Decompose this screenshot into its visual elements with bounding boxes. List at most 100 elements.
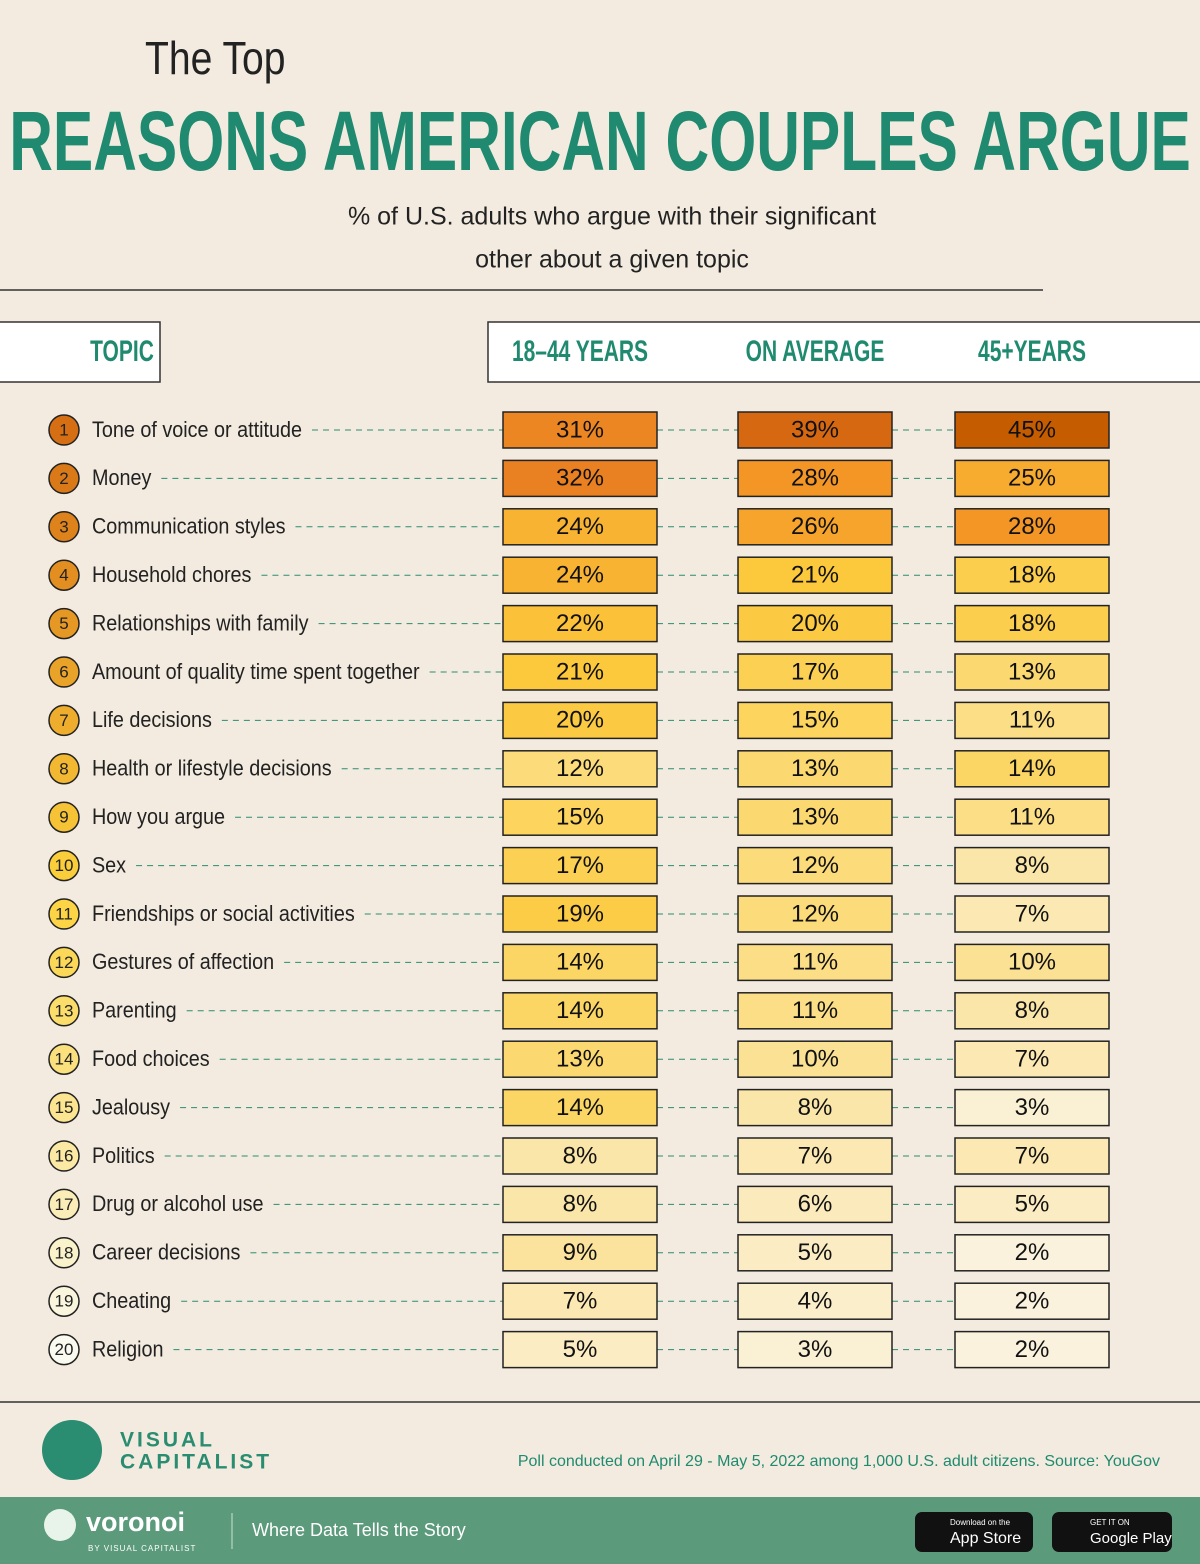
value-label: 26% — [791, 513, 839, 540]
source: Poll conducted on April 29 - May 5, 2022… — [518, 1453, 1160, 1470]
value-label: 10% — [1008, 949, 1056, 976]
rank: 15 — [55, 1098, 74, 1117]
value-cell — [954, 798, 1110, 836]
rank-badge — [48, 849, 80, 882]
title-small: The Top — [145, 33, 286, 85]
value-cell — [954, 750, 1110, 788]
tagline: Where Data Tells the Story — [252, 1520, 466, 1540]
value-label: 13% — [791, 755, 839, 782]
rank: 5 — [59, 614, 68, 633]
google-play-button[interactable] — [1052, 1512, 1172, 1552]
value-cell — [502, 895, 658, 933]
value-label: 22% — [556, 610, 604, 637]
value-label: 6% — [798, 1191, 833, 1218]
value-label: 18% — [1008, 562, 1056, 589]
value-label: 15% — [791, 707, 839, 734]
header-box — [0, 321, 161, 383]
topic: Gestures of affection — [92, 950, 274, 974]
value-label: 7% — [1015, 1046, 1050, 1073]
value-cell — [737, 895, 893, 933]
value-label: 5% — [1015, 1191, 1050, 1218]
rank-badge — [48, 704, 80, 737]
value-label: 24% — [556, 562, 604, 589]
value-cell — [954, 701, 1110, 740]
value-label: 7% — [563, 1288, 598, 1315]
topic: Health or lifestyle decisions — [92, 757, 332, 781]
value-label: 8% — [798, 1094, 833, 1121]
value-label: 25% — [1008, 465, 1056, 492]
value-cell — [954, 1234, 1110, 1272]
value-cell — [502, 943, 658, 982]
value-cell — [502, 653, 658, 691]
column-header: 45+YEARS — [978, 335, 1086, 367]
value-label: 17% — [556, 852, 604, 879]
value-label: 11% — [792, 997, 838, 1024]
rank: 10 — [55, 856, 74, 875]
value-cell — [737, 846, 893, 885]
logo-text: VISUAL — [120, 1429, 215, 1452]
value-label: 14% — [556, 949, 604, 976]
value-label: 21% — [556, 658, 604, 685]
topic: Communication styles — [92, 515, 285, 539]
value-cell — [737, 1088, 893, 1127]
topic: Drug or alcohol use — [92, 1192, 264, 1216]
table-body: 1 Tone of voice or attitude 31% 39% 45%2 Mone… — [48, 411, 1110, 1369]
value-cell — [737, 1234, 893, 1272]
value-label: 32% — [556, 465, 604, 492]
value-cell — [502, 701, 658, 740]
logo-mark — [42, 1420, 102, 1480]
value-cell — [954, 653, 1110, 691]
value-label: 5% — [798, 1239, 833, 1266]
topic: Parenting — [92, 999, 177, 1023]
value-cell — [737, 1137, 893, 1175]
value-cell — [954, 1137, 1110, 1175]
rank-badge — [48, 1237, 80, 1269]
app-store-small: Download on the — [950, 1518, 1011, 1527]
value-label: 3% — [798, 1336, 833, 1363]
value-label: 13% — [1008, 658, 1056, 685]
value-label: 11% — [1009, 804, 1055, 831]
value-label: 7% — [1015, 1142, 1050, 1169]
value-cell — [737, 604, 893, 643]
value-label: 14% — [556, 1094, 604, 1121]
value-label: 31% — [556, 416, 604, 443]
value-label: 39% — [791, 416, 839, 443]
rank-badge — [48, 1140, 80, 1172]
topic: Friendships or social activities — [92, 902, 355, 926]
brand-sub: BY VISUAL CAPITALIST — [88, 1544, 196, 1553]
value-cell — [737, 653, 893, 691]
rank-badge — [48, 753, 80, 785]
value-cell — [737, 750, 893, 788]
value-cell — [737, 1282, 893, 1320]
rank: 11 — [55, 904, 73, 923]
value-label: 13% — [556, 1046, 604, 1073]
value-label: 14% — [1008, 755, 1056, 782]
value-cell — [737, 943, 893, 982]
topic: Life decisions — [92, 708, 212, 732]
value-cell — [954, 1330, 1110, 1369]
value-cell — [502, 992, 658, 1030]
app-store-button[interactable] — [915, 1512, 1033, 1552]
rank-badge — [48, 898, 80, 930]
title: REASONS AMERICAN COUPLES ARGUE — [9, 94, 1191, 188]
value-cell — [502, 846, 658, 885]
value-label: 3% — [1015, 1094, 1050, 1121]
rank-badge — [48, 1333, 80, 1366]
value-label: 8% — [563, 1191, 598, 1218]
app-store-label: App Store — [950, 1530, 1021, 1547]
value-cell — [954, 1088, 1110, 1127]
value-label: 13% — [791, 804, 839, 831]
value-label: 45% — [1008, 416, 1056, 443]
column-header: TOPIC — [90, 335, 154, 367]
rank-badge — [48, 1188, 80, 1221]
rank: 18 — [55, 1243, 74, 1262]
value-label: 4% — [798, 1288, 833, 1315]
topic: Sex — [92, 853, 127, 877]
value-label: 2% — [1015, 1239, 1050, 1266]
value-cell — [954, 1185, 1110, 1224]
topic: How you argue — [92, 805, 225, 829]
value-cell — [954, 895, 1110, 933]
rank: 7 — [59, 711, 68, 730]
value-label: 8% — [1015, 997, 1050, 1024]
